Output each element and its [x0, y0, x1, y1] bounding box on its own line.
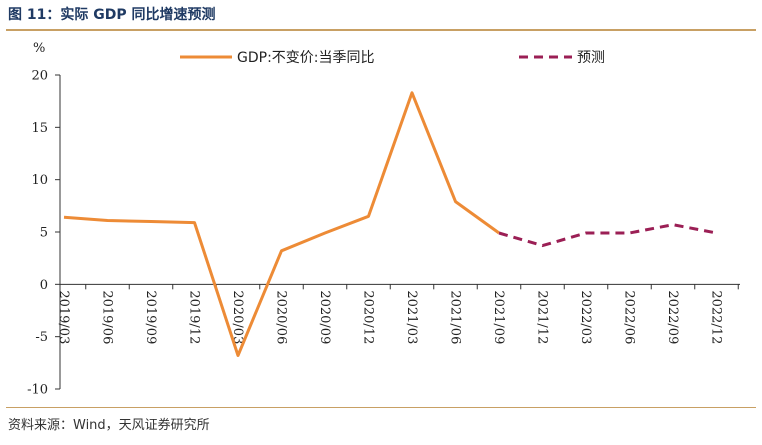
series-line-0 [63, 91, 500, 357]
x-tick-label: 2019/12 [187, 290, 202, 344]
y-tick-label: -10 [27, 383, 48, 398]
y-tick-label: 5 [40, 226, 48, 241]
figure-title: 图 11：实际 GDP 同比增速预测 [8, 7, 216, 23]
source-note: 资料来源：Wind，天风证券研究所 [8, 418, 210, 433]
source-rule [6, 407, 756, 408]
axes: -10 -5 0 5 10 15 20 2019/03 2019/06 2019/09 2019/1… [27, 69, 740, 398]
series-line-1 [498, 223, 717, 248]
legend-label-1: 预测 [577, 50, 605, 66]
x-tick-label: 2020/03 [230, 290, 245, 344]
x-tick-label: 2020/12 [361, 290, 376, 344]
x-tick-label: 2019/09 [143, 290, 158, 344]
x-tick-label: 2019/06 [100, 290, 115, 344]
x-tick-label: 2022/06 [622, 290, 637, 344]
legend-label-0: GDP:不变价:当季同比 [237, 50, 375, 66]
series-layer [63, 91, 717, 357]
x-tick-label: 2021/12 [535, 290, 550, 344]
x-tick-label: 2020/06 [274, 290, 289, 344]
x-tick-label: 2020/09 [317, 290, 332, 344]
x-tick-label: 2021/09 [491, 290, 506, 344]
y-tick-label: 0 [40, 278, 48, 293]
y-tick-label: 20 [31, 69, 48, 84]
y-tick-label: -5 [35, 330, 48, 345]
y-tick-label: 15 [31, 121, 48, 136]
x-tick-label: 2021/03 [404, 290, 419, 344]
y-tick-label: 10 [31, 173, 48, 188]
x-tick-label: 2022/12 [709, 290, 724, 344]
y-axis-unit-label: % [33, 41, 45, 56]
title-rule [6, 29, 756, 31]
legend: GDP:不变价:当季同比 预测 [180, 50, 605, 66]
x-tick-label: 2022/09 [665, 290, 680, 344]
x-tick-label: 2019/03 [56, 290, 71, 344]
x-tick-label: 2021/06 [448, 290, 463, 344]
x-tick-label: 2022/03 [578, 290, 593, 344]
